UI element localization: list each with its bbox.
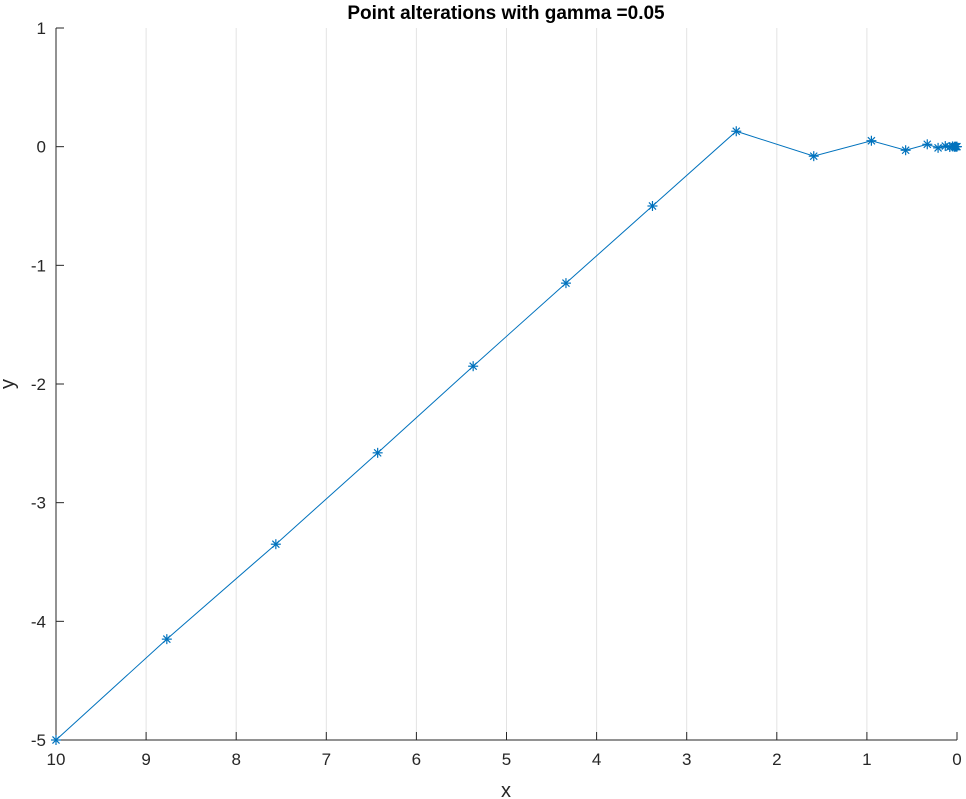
data-point bbox=[161, 634, 172, 645]
data-point bbox=[468, 361, 479, 372]
data-point bbox=[933, 142, 944, 153]
y-tick-label: 1 bbox=[37, 19, 46, 38]
chart-title: Point alterations with gamma =0.05 bbox=[347, 3, 665, 24]
y-tick-label: -1 bbox=[31, 256, 46, 275]
ticks: 10 9 8 7 6 5 4 3 2 1 010-1-2-3-4-5 bbox=[31, 19, 962, 769]
x-tick-label: 9 bbox=[141, 750, 150, 769]
data-point bbox=[731, 126, 742, 137]
y-axis-label: y bbox=[0, 379, 19, 389]
x-tick-label: 2 bbox=[772, 750, 781, 769]
y-tick-label: -3 bbox=[31, 494, 46, 513]
data-point bbox=[922, 139, 933, 150]
y-tick-label: 0 bbox=[37, 138, 46, 157]
data-point bbox=[560, 278, 571, 289]
y-tick-label: -2 bbox=[31, 375, 46, 394]
x-tick-label: 0 bbox=[952, 750, 961, 769]
x-tick-label: 7 bbox=[322, 750, 331, 769]
data-point bbox=[952, 141, 962, 152]
data-point bbox=[808, 151, 819, 162]
x-tick-label: 8 bbox=[231, 750, 240, 769]
x-tick-label: 3 bbox=[682, 750, 691, 769]
x-tick-label: 1 bbox=[862, 750, 871, 769]
x-tick-label: 10 bbox=[47, 750, 66, 769]
data-series bbox=[51, 126, 962, 745]
grid bbox=[145, 28, 868, 740]
x-tick-label: 4 bbox=[592, 750, 601, 769]
data-point bbox=[647, 201, 658, 211]
y-tick-label: -5 bbox=[31, 731, 46, 750]
data-point bbox=[270, 539, 281, 550]
data-point bbox=[51, 735, 61, 745]
data-point bbox=[866, 135, 877, 146]
x-tick-label: 5 bbox=[502, 750, 511, 769]
data-point bbox=[372, 447, 383, 458]
x-axis-label: x bbox=[501, 780, 511, 799]
data-point bbox=[900, 145, 911, 156]
y-tick-label: -4 bbox=[31, 612, 46, 631]
x-tick-label: 6 bbox=[412, 750, 421, 769]
